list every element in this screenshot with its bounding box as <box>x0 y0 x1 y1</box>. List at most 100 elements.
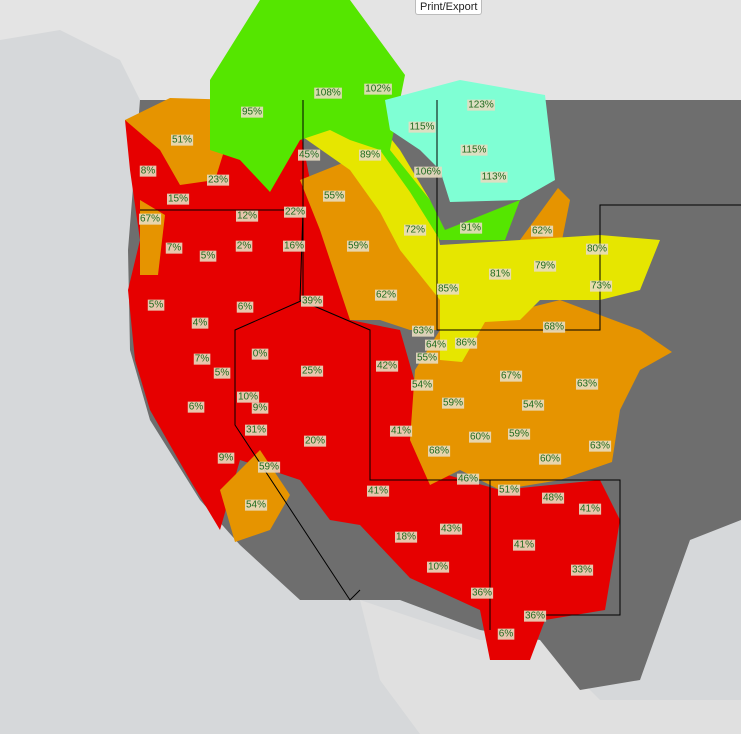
basin-label: 85% <box>438 284 458 295</box>
basin-label: 48% <box>543 493 563 504</box>
basin-label: 20% <box>305 436 325 447</box>
label-background <box>585 243 609 255</box>
label-background <box>512 539 536 551</box>
label-background <box>578 503 602 515</box>
basin-label: 102% <box>365 84 391 95</box>
basin-label: 10% <box>428 562 448 573</box>
green-region <box>210 0 520 240</box>
label-background <box>244 499 268 511</box>
basin-label: 41% <box>368 486 388 497</box>
label-background <box>303 435 327 447</box>
state-border <box>436 100 741 331</box>
basin-label: 54% <box>523 400 543 411</box>
label-background <box>533 260 557 272</box>
label-background <box>236 301 254 313</box>
label-background <box>191 317 209 329</box>
basin-label: 60% <box>540 454 560 465</box>
basin-label: 113% <box>482 172 507 183</box>
basin-label: 43% <box>441 524 461 535</box>
basin-label: 41% <box>514 540 534 551</box>
basin-label: 91% <box>461 223 481 234</box>
basin-label: 6% <box>238 302 253 313</box>
basin-label: 45% <box>299 150 319 161</box>
basin-label: 39% <box>302 296 322 307</box>
label-background <box>459 222 483 234</box>
label-background <box>236 391 260 403</box>
label-background <box>217 452 235 464</box>
basin-label: 59% <box>348 241 368 252</box>
label-background <box>364 83 392 95</box>
label-background <box>575 378 599 390</box>
basin-label: 9% <box>219 453 234 464</box>
label-background <box>411 325 435 337</box>
basin-label: 115% <box>462 145 487 156</box>
basin-label: 41% <box>391 426 411 437</box>
basin-label: 51% <box>499 485 519 496</box>
label-background <box>588 440 612 452</box>
label-background <box>403 224 427 236</box>
print-export-button[interactable]: Print/Export <box>415 0 483 15</box>
label-background <box>454 337 478 349</box>
label-background <box>427 445 451 457</box>
basin-label: 63% <box>413 326 433 337</box>
basin-label: 22% <box>285 207 305 218</box>
label-background <box>470 587 494 599</box>
basin-label: 10% <box>238 392 258 403</box>
basin-label: 64% <box>426 340 446 351</box>
label-background <box>497 628 515 640</box>
label-background <box>468 431 492 443</box>
label-background <box>456 473 480 485</box>
basin-label: 59% <box>259 462 279 473</box>
label-background <box>480 171 508 183</box>
label-background <box>346 240 370 252</box>
red-region <box>125 120 620 660</box>
basin-label: 54% <box>412 380 432 391</box>
label-background <box>541 492 565 504</box>
label-background <box>374 289 398 301</box>
basin-label: 81% <box>490 269 510 280</box>
basin-label: 25% <box>302 366 322 377</box>
label-background <box>570 564 594 576</box>
label-background <box>235 210 259 222</box>
basin-label: 73% <box>591 281 611 292</box>
label-background <box>375 360 399 372</box>
label-background <box>394 531 418 543</box>
basin-label: 6% <box>499 629 514 640</box>
label-background <box>139 165 157 177</box>
label-background <box>424 339 448 351</box>
basin-label: 9% <box>253 403 268 414</box>
basin-label: 31% <box>246 425 266 436</box>
basin-label: 59% <box>443 398 463 409</box>
label-background <box>530 225 554 237</box>
label-background <box>507 428 531 440</box>
basin-label: 63% <box>590 441 610 452</box>
basin-label: 59% <box>509 429 529 440</box>
basin-label: 63% <box>577 379 597 390</box>
label-background <box>488 268 512 280</box>
label-background <box>410 379 434 391</box>
basin-label: 0% <box>253 349 268 360</box>
label-background <box>542 321 566 333</box>
label-background <box>499 370 523 382</box>
basin-label: 15% <box>168 194 188 205</box>
basin-label: 23% <box>208 175 228 186</box>
label-background <box>436 283 460 295</box>
label-background <box>251 402 269 414</box>
label-background <box>282 240 306 252</box>
mexico-land <box>360 600 741 734</box>
basin-label: 62% <box>532 226 552 237</box>
basin-label: 5% <box>215 368 230 379</box>
label-background <box>497 484 521 496</box>
label-background <box>366 485 390 497</box>
basin-label: 108% <box>315 88 341 99</box>
label-background <box>240 106 264 118</box>
basin-label: 5% <box>149 300 164 311</box>
label-background <box>235 240 253 252</box>
label-background <box>283 206 307 218</box>
basin-label: 79% <box>535 261 555 272</box>
basin-label: 60% <box>470 432 490 443</box>
basin-label: 67% <box>140 214 160 225</box>
label-background <box>441 397 465 409</box>
basin-label: 95% <box>242 107 262 118</box>
